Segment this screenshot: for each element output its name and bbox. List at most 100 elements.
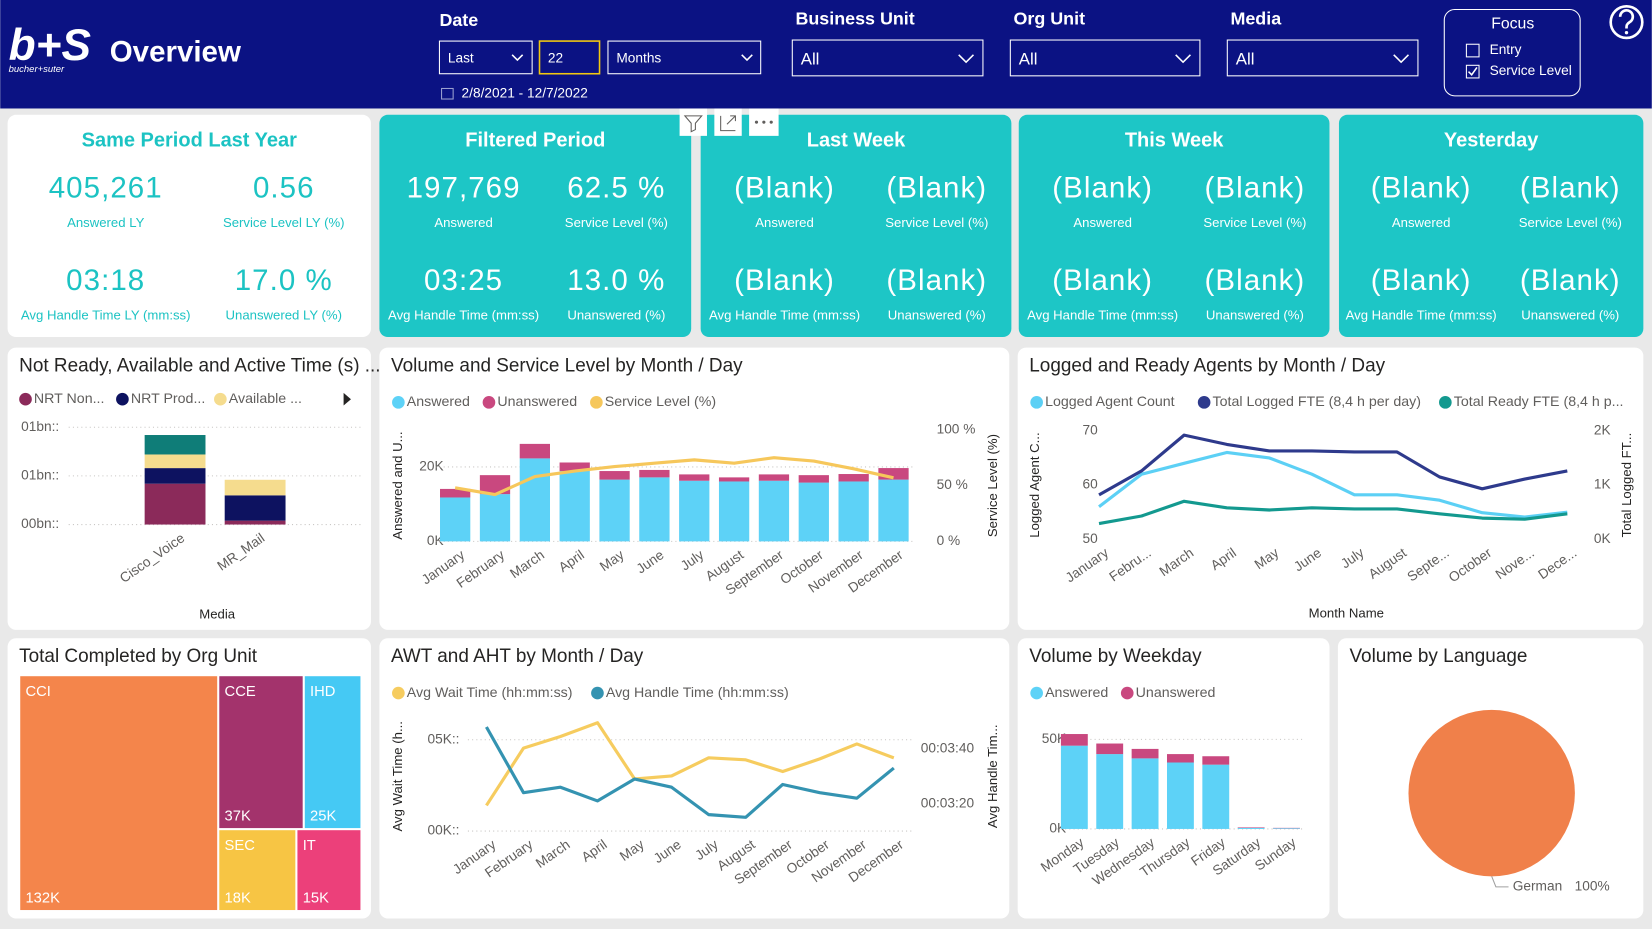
date-range: 2/8/2021 - 12/7/2022 (462, 85, 588, 100)
kpi-title: This Week (1125, 129, 1224, 151)
chevron (1175, 54, 1191, 64)
tile-label: CCI (26, 684, 51, 700)
legend-swatch (591, 686, 604, 700)
legend-label: NRT Non... (34, 391, 105, 407)
dropdown-value: All (1019, 49, 1038, 68)
kpi-title: Same Period Last Year (82, 129, 298, 151)
check-mark (1467, 66, 1478, 77)
bar-segment (144, 483, 206, 525)
legend-swatch (1120, 686, 1134, 700)
y-axis-title: Answered and U... (390, 431, 405, 539)
y-tick-label: 0K (427, 533, 444, 548)
legend-swatch (1439, 396, 1452, 409)
dropdown-value: Months (616, 51, 661, 66)
kpi-value: 03:18 (66, 264, 145, 297)
focus-icon-button[interactable] (714, 108, 742, 136)
tile-value: 18K (225, 890, 251, 906)
line-series (485, 721, 895, 807)
treemap-tile (304, 676, 361, 829)
dropdown[interactable] (438, 40, 533, 75)
kpi-value: (Blank) (1371, 171, 1472, 204)
kpi-value: 17.0 % (235, 264, 333, 297)
filter-icon-button[interactable] (679, 108, 707, 136)
tile-value: 37K (225, 808, 251, 824)
x-axis-title: Media (199, 607, 236, 622)
tile-label: CCE (225, 684, 256, 700)
bar-segment (718, 477, 750, 482)
kpi-label: Service Level LY (%) (223, 215, 345, 230)
chart-panel (1017, 347, 1644, 630)
y-axis-title: Avg Wait Time (h... (390, 721, 405, 831)
y-tick-label: 20K (419, 459, 443, 474)
pie-slice (1408, 709, 1575, 877)
checkbox[interactable] (1465, 43, 1480, 58)
kpi-title: Last Week (807, 129, 906, 151)
line-series (1098, 433, 1568, 497)
legend-more (343, 392, 351, 406)
legend-swatch (1197, 396, 1211, 409)
bar-segment (599, 479, 630, 542)
chart-title: Volume by Language (1349, 646, 1527, 667)
y-tick-label: 00:03:40 (921, 740, 975, 755)
y-tick-label: 05K:: (427, 731, 459, 746)
legend-swatch (590, 396, 603, 409)
help-icon[interactable] (1609, 5, 1644, 40)
bar-segment (144, 435, 206, 455)
input-box[interactable] (538, 40, 601, 75)
bar-segment (758, 480, 790, 542)
bar-segment (758, 474, 790, 481)
y-tick-label: 01bn:: (21, 419, 59, 434)
kpi-value: (Blank) (886, 264, 987, 297)
chart-title: Volume by Weekday (1029, 646, 1202, 667)
leader-line (1491, 876, 1509, 888)
focus-title: Focus (1491, 15, 1534, 32)
kpi-label: Answered (434, 215, 493, 230)
bar-segment (1131, 758, 1159, 829)
chart-title: Not Ready, Available and Active Time (s)… (19, 356, 380, 377)
legend-label: NRT Prod... (131, 391, 205, 407)
bar-segment (1273, 828, 1300, 829)
bar-segment (878, 468, 909, 480)
y-tick-label: 50 (1083, 531, 1099, 546)
y-tick-label: 50 % (937, 477, 968, 492)
kpi-card (700, 114, 1012, 338)
kpi-title: Filtered Period (465, 129, 605, 151)
bar-segment (519, 443, 550, 459)
kpi-card (1338, 114, 1644, 338)
line-series (1098, 450, 1568, 519)
dropdown[interactable] (1009, 39, 1201, 77)
bar-segment (1131, 748, 1159, 759)
dropdown[interactable] (791, 39, 984, 77)
bar-segment (1202, 756, 1230, 765)
kpi-value: (Blank) (734, 264, 835, 297)
bar-segment (599, 471, 630, 480)
kpi-title: Yesterday (1444, 129, 1539, 151)
kpi-value: (Blank) (1052, 264, 1153, 297)
legend-swatch (19, 392, 32, 406)
tile-value: 15K (303, 890, 329, 906)
checkbox-label: Entry (1490, 42, 1522, 57)
kpi-label: Avg Handle Time (mm:ss) (1027, 307, 1178, 322)
kpi-value: (Blank) (886, 171, 987, 204)
bar-segment (144, 468, 206, 484)
kpi-value: (Blank) (734, 171, 835, 204)
kpi-value: (Blank) (1371, 264, 1472, 297)
treemap-tile (20, 676, 218, 911)
bar-segment (224, 520, 286, 525)
checkbox[interactable] (1465, 64, 1480, 79)
legend-label: Logged Agent Count (1045, 394, 1175, 410)
more-dot (769, 120, 773, 124)
line-series (1098, 499, 1568, 526)
bar-segment (1096, 754, 1124, 829)
dropdown-value: All (1236, 49, 1255, 68)
kpi-card (7, 114, 371, 338)
kpi-label: Service Level (%) (885, 215, 988, 230)
y-tick-label: 70 (1083, 422, 1099, 437)
dropdown[interactable] (607, 40, 762, 75)
filter-label: Business Unit (795, 9, 914, 29)
bar-segment (838, 474, 869, 482)
kpi-label: Unanswered (%) (567, 307, 665, 322)
dropdown[interactable] (1226, 39, 1419, 77)
kpi-label: Answered (1073, 215, 1132, 230)
